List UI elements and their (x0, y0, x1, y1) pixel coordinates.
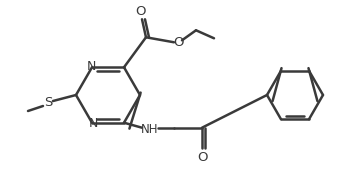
Text: O: O (198, 151, 208, 164)
Text: N: N (86, 60, 96, 73)
Text: S: S (44, 96, 52, 110)
Text: NH: NH (141, 123, 159, 136)
Text: O: O (136, 5, 146, 18)
Text: N: N (88, 117, 98, 130)
Text: O: O (174, 36, 184, 49)
